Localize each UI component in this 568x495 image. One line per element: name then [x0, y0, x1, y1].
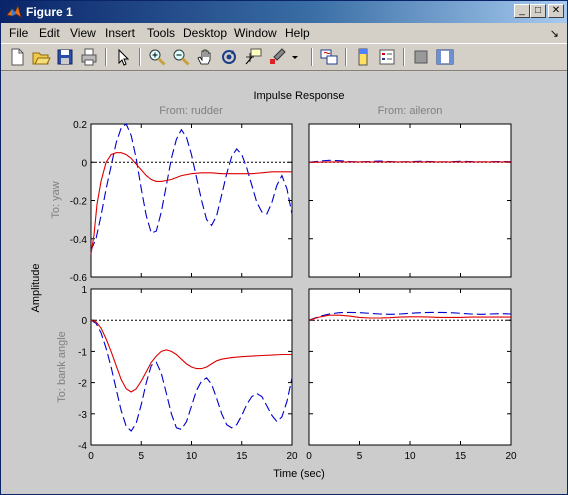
- row-label-yaw: To: yaw: [50, 181, 62, 218]
- menu-insert[interactable]: Insert: [105, 26, 136, 40]
- zoom-in-icon[interactable]: [147, 47, 167, 67]
- hide-plot-tools-icon[interactable]: [411, 47, 431, 67]
- y-tick-label: 1: [81, 285, 87, 296]
- print-icon[interactable]: [79, 47, 99, 67]
- column-label-aileron: From: aileron: [378, 105, 443, 117]
- axes-panel: [308, 123, 512, 278]
- x-tick-label: 20: [505, 451, 517, 462]
- impulse-response-plot: Impulse Response From: rudder From: aile…: [30, 90, 517, 480]
- response-line-dashed: [90, 123, 293, 251]
- y-tick-label: -3: [78, 410, 87, 421]
- toolbar-separator: [105, 48, 107, 66]
- y-tick-label: -0.6: [70, 273, 88, 284]
- colorbar-icon[interactable]: [353, 47, 373, 67]
- legend-icon[interactable]: [377, 47, 397, 67]
- menu-tools[interactable]: Tools: [147, 26, 176, 40]
- row-label-bank-angle: To: bank angle: [56, 331, 68, 403]
- window-title: Figure 1: [26, 5, 73, 19]
- minimize-button[interactable]: _: [514, 4, 530, 18]
- response-line-solid: [308, 314, 511, 321]
- link-plot-icon[interactable]: [319, 47, 339, 67]
- matlab-logo-icon: [6, 5, 22, 18]
- y-tick-label: -4: [78, 441, 87, 452]
- chart-title: Impulse Response: [253, 90, 344, 102]
- x-tick-label: 0: [88, 451, 94, 462]
- y-axis-label: Amplitude: [30, 264, 42, 313]
- arrow-select-icon[interactable]: [113, 47, 133, 67]
- menu-bar: File Edit View Insert Tools Desktop Wind…: [1, 23, 567, 43]
- pan-hand-icon[interactable]: [195, 47, 215, 67]
- response-line-dashed: [90, 319, 293, 432]
- x-tick-label: 10: [404, 451, 416, 462]
- menu-view[interactable]: View: [70, 26, 96, 40]
- y-tick-label: 0.2: [73, 120, 87, 131]
- x-tick-label: 5: [357, 451, 363, 462]
- toolbar-separator: [345, 48, 347, 66]
- show-plot-tools-icon[interactable]: [435, 47, 455, 67]
- response-line-solid: [90, 319, 292, 393]
- rotate-3d-icon[interactable]: [219, 47, 239, 67]
- y-tick-label: -0.4: [70, 235, 88, 246]
- close-button[interactable]: ✕: [548, 4, 564, 18]
- maximize-button[interactable]: □: [530, 4, 546, 18]
- zoom-out-icon[interactable]: [171, 47, 191, 67]
- y-tick-label: -2: [78, 379, 87, 390]
- dock-arrow-icon[interactable]: ↘: [549, 28, 559, 40]
- column-label-rudder: From: rudder: [159, 105, 223, 117]
- chevron-down-icon[interactable]: [289, 47, 301, 67]
- response-line-solid: [90, 152, 292, 255]
- figure-canvas: Impulse Response From: rudder From: aile…: [1, 72, 567, 494]
- y-tick-label: -1: [78, 347, 87, 358]
- menu-desktop[interactable]: Desktop: [183, 26, 228, 40]
- save-icon[interactable]: [55, 47, 75, 67]
- toolbar-separator: [139, 48, 141, 66]
- data-cursor-icon[interactable]: [243, 47, 263, 67]
- figure-toolbar: [1, 43, 567, 71]
- y-tick-label: 0: [81, 158, 87, 169]
- response-line-dashed: [308, 311, 512, 321]
- y-tick-label: -0.2: [70, 197, 88, 208]
- toolbar-separator: [311, 48, 313, 66]
- brush-icon[interactable]: [267, 47, 287, 67]
- menu-edit[interactable]: Edit: [39, 26, 60, 40]
- x-tick-label: 20: [286, 451, 298, 462]
- x-axis-label: Time (sec): [273, 468, 325, 480]
- x-tick-label: 5: [138, 451, 144, 462]
- x-tick-label: 0: [306, 451, 312, 462]
- new-figure-icon[interactable]: [7, 47, 27, 67]
- menu-file[interactable]: File: [9, 26, 29, 40]
- open-file-icon[interactable]: [31, 47, 51, 67]
- x-tick-label: 15: [455, 451, 467, 462]
- menu-window[interactable]: Window: [234, 26, 277, 40]
- axes-panel: [90, 123, 293, 278]
- response-line-dashed: [308, 159, 512, 163]
- menu-help[interactable]: Help: [285, 26, 310, 40]
- title-bar[interactable]: Figure 1 _ □ ✕: [1, 1, 567, 23]
- x-tick-label: 10: [186, 451, 198, 462]
- y-tick-label: 0: [81, 316, 87, 327]
- toolbar-separator: [403, 48, 405, 66]
- x-tick-label: 15: [236, 451, 248, 462]
